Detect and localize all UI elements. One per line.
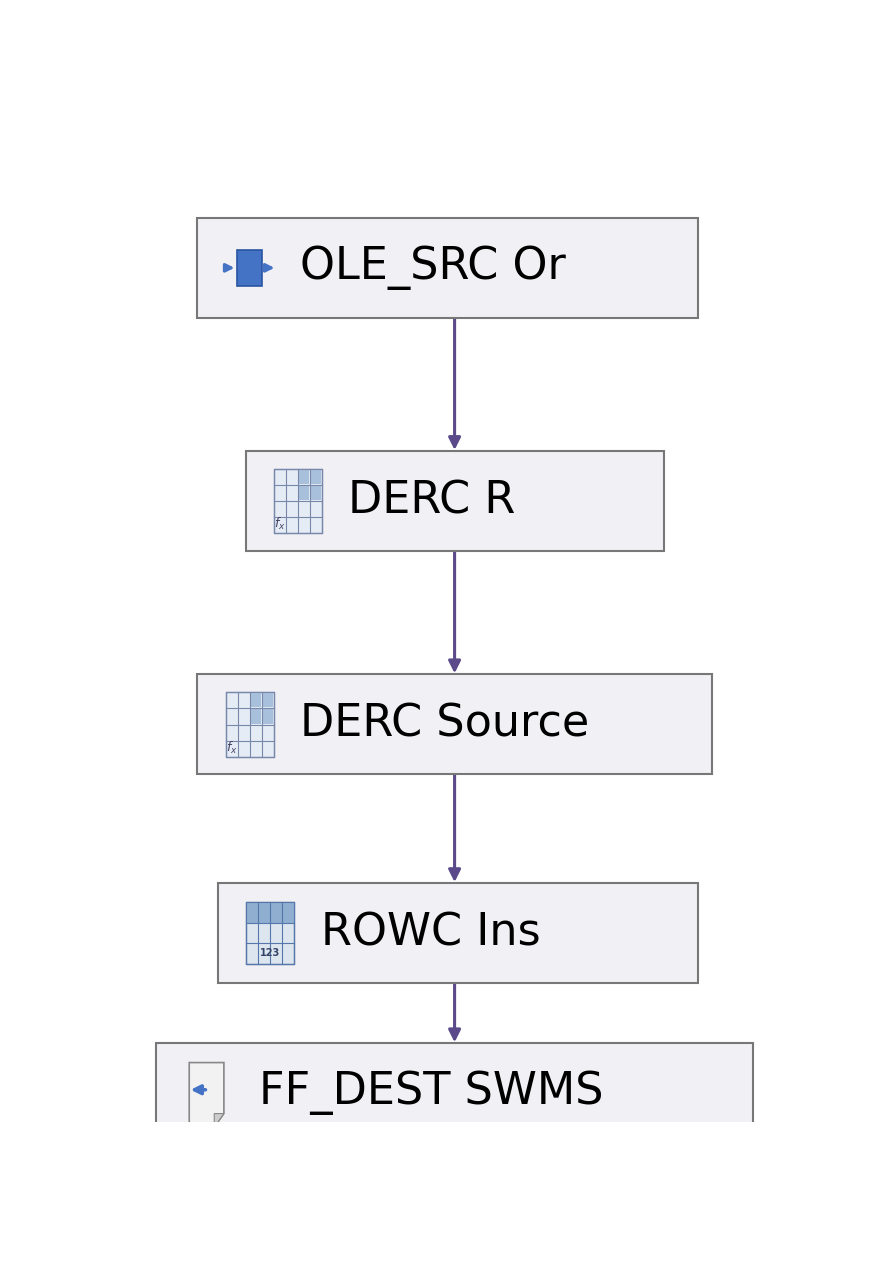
FancyBboxPatch shape — [262, 694, 273, 707]
FancyBboxPatch shape — [156, 1043, 752, 1144]
Text: DERC R: DERC R — [347, 479, 515, 522]
Polygon shape — [214, 1113, 223, 1127]
Text: ROWC Ins: ROWC Ins — [320, 912, 540, 955]
Text: OLE_SRC Or: OLE_SRC Or — [299, 246, 565, 290]
FancyBboxPatch shape — [198, 675, 711, 774]
FancyBboxPatch shape — [218, 883, 697, 984]
FancyBboxPatch shape — [198, 218, 697, 318]
FancyBboxPatch shape — [274, 469, 322, 533]
Text: FF_DEST SWMS: FF_DEST SWMS — [259, 1071, 602, 1116]
FancyBboxPatch shape — [250, 710, 260, 724]
FancyBboxPatch shape — [237, 250, 262, 285]
FancyBboxPatch shape — [245, 451, 663, 551]
FancyBboxPatch shape — [246, 903, 294, 923]
Polygon shape — [189, 1063, 223, 1127]
FancyBboxPatch shape — [246, 903, 294, 963]
FancyBboxPatch shape — [299, 470, 309, 484]
Text: $f_x$: $f_x$ — [274, 516, 285, 532]
Text: 123: 123 — [260, 948, 280, 958]
FancyBboxPatch shape — [250, 694, 260, 707]
Text: $f_x$: $f_x$ — [226, 739, 237, 755]
FancyBboxPatch shape — [299, 485, 309, 501]
Text: DERC Source: DERC Source — [299, 702, 588, 745]
FancyBboxPatch shape — [310, 485, 321, 501]
FancyBboxPatch shape — [225, 692, 274, 757]
FancyBboxPatch shape — [262, 710, 273, 724]
FancyBboxPatch shape — [310, 470, 321, 484]
